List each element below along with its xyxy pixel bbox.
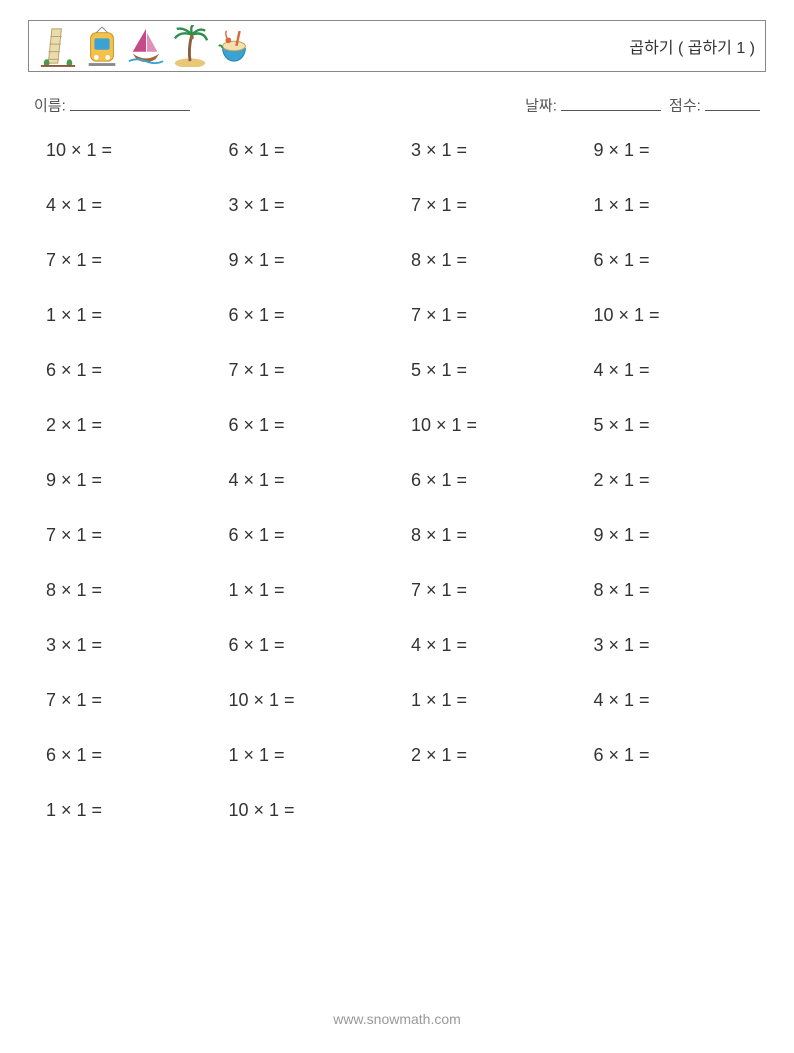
problem-cell: 8 × 1 = [411,525,584,546]
problem-cell: 2 × 1 = [594,470,767,491]
date-label: 날짜: [525,98,557,115]
problem-cell: 2 × 1 = [411,745,584,766]
problem-cell: 4 × 1 = [594,690,767,711]
problem-cell: 6 × 1 = [229,305,402,326]
score-field: 점수: [669,94,760,116]
problem-cell: 10 × 1 = [411,415,584,436]
date-blank[interactable] [561,94,661,111]
problem-cell: 4 × 1 = [594,360,767,381]
problem-cell: 6 × 1 = [46,745,219,766]
info-row: 이름: 날짜: 점수: [28,94,766,116]
problem-cell: 6 × 1 = [594,250,767,271]
date-field: 날짜: [525,94,661,116]
problem-cell: 10 × 1 = [229,690,402,711]
problem-cell: 6 × 1 = [229,140,402,161]
problem-cell: 7 × 1 = [411,195,584,216]
problem-cell: 1 × 1 = [229,745,402,766]
problem-cell: 1 × 1 = [411,690,584,711]
problem-cell: 8 × 1 = [411,250,584,271]
name-field: 이름: [34,94,190,116]
header-icons [39,25,253,67]
score-blank[interactable] [705,94,760,111]
problem-cell: 8 × 1 = [46,580,219,601]
problem-cell: 6 × 1 = [229,635,402,656]
problem-cell: 4 × 1 = [46,195,219,216]
problem-cell: 3 × 1 = [594,635,767,656]
problem-cell: 7 × 1 = [229,360,402,381]
problem-cell: 6 × 1 = [229,525,402,546]
problem-cell: 1 × 1 = [46,800,219,821]
problem-cell: 7 × 1 = [411,305,584,326]
problem-cell: 6 × 1 = [46,360,219,381]
problem-cell: 3 × 1 = [46,635,219,656]
problem-cell: 6 × 1 = [594,745,767,766]
problem-cell: 4 × 1 = [411,635,584,656]
footer-url: www.snowmath.com [0,1011,794,1027]
problem-cell: 8 × 1 = [594,580,767,601]
problems-grid: 10 × 1 = 6 × 1 = 3 × 1 = 9 × 1 = 4 × 1 = 3 × … [28,140,766,821]
problem-cell: 5 × 1 = [411,360,584,381]
palm-icon [171,25,209,67]
problem-cell: 7 × 1 = [411,580,584,601]
problem-cell: 5 × 1 = [594,415,767,436]
tower-icon [39,25,77,67]
problem-cell: 3 × 1 = [229,195,402,216]
problem-cell: 7 × 1 = [46,690,219,711]
sailboat-icon [127,25,165,67]
problem-cell: 6 × 1 = [411,470,584,491]
problem-cell: 6 × 1 = [229,415,402,436]
problem-cell: 4 × 1 = [229,470,402,491]
coconut-icon [215,25,253,67]
problem-cell: 7 × 1 = [46,250,219,271]
name-label: 이름: [34,98,66,115]
name-blank[interactable] [70,94,190,111]
score-label: 점수: [669,98,701,115]
problem-cell: 10 × 1 = [229,800,402,821]
problem-cell: 9 × 1 = [46,470,219,491]
problem-cell: 9 × 1 = [594,525,767,546]
problem-cell: 10 × 1 = [594,305,767,326]
problem-cell: 3 × 1 = [411,140,584,161]
problem-cell: 1 × 1 = [229,580,402,601]
problem-cell: 10 × 1 = [46,140,219,161]
problem-cell: 2 × 1 = [46,415,219,436]
problem-cell [411,800,584,821]
problem-cell: 7 × 1 = [46,525,219,546]
problem-cell: 1 × 1 = [46,305,219,326]
problem-cell [594,800,767,821]
worksheet-title: 곱하기 ( 곱하기 1 ) [629,34,755,58]
problem-cell: 1 × 1 = [594,195,767,216]
tram-icon [83,25,121,67]
worksheet-header: 곱하기 ( 곱하기 1 ) [28,20,766,72]
problem-cell: 9 × 1 = [229,250,402,271]
problem-cell: 9 × 1 = [594,140,767,161]
